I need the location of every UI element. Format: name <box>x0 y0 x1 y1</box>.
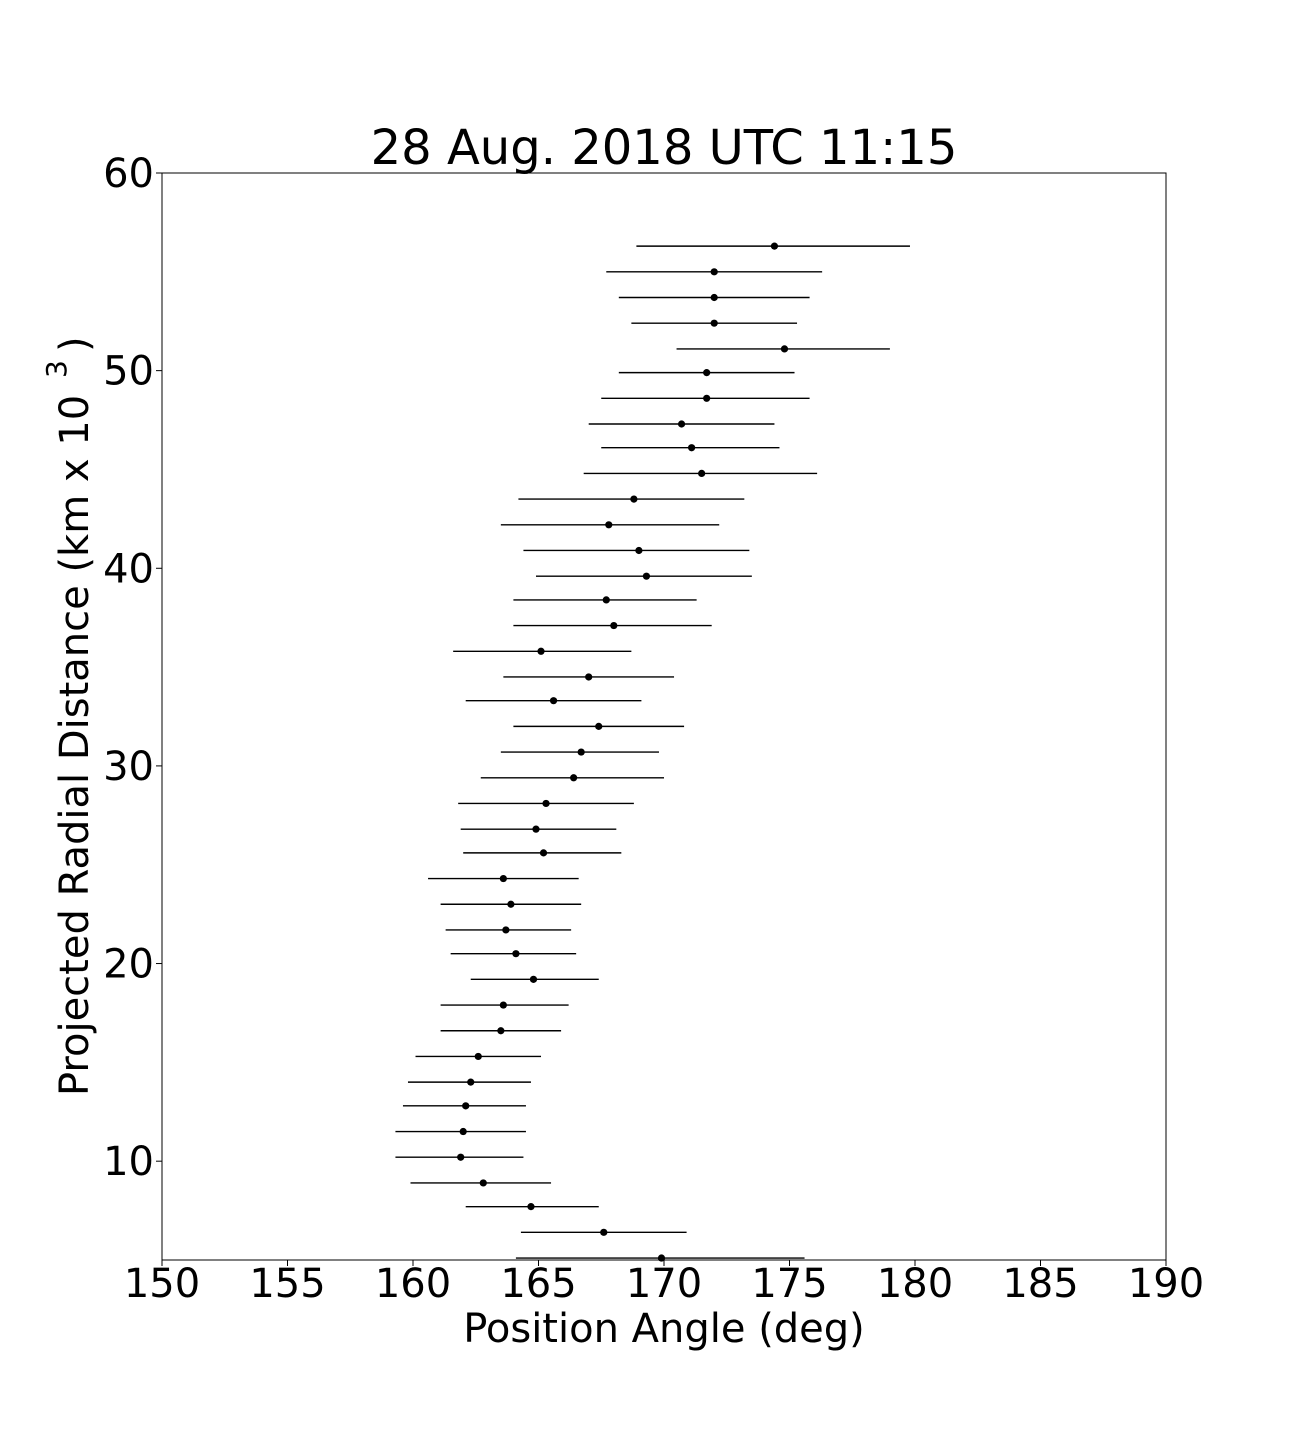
data-point <box>630 495 638 503</box>
data-point <box>479 1179 487 1187</box>
x-tick-label: 165 <box>500 1261 576 1307</box>
x-tick-label: 190 <box>1128 1261 1204 1307</box>
x-tick-label: 150 <box>124 1261 200 1307</box>
data-point <box>703 369 711 377</box>
data-point <box>499 1001 507 1009</box>
y-axis-ticks: 10 20 30 40 50 60 <box>103 151 162 1185</box>
plot-data-layer <box>395 242 910 1262</box>
data-point <box>570 774 578 782</box>
data-point <box>710 319 718 327</box>
y-axis-label-group: Projected Radial Distance (km x 10 3 ) <box>40 336 98 1096</box>
data-point <box>527 1203 535 1211</box>
data-point <box>467 1078 475 1086</box>
data-point <box>710 293 718 302</box>
x-tick-label: 155 <box>249 1261 325 1307</box>
data-point <box>537 647 545 655</box>
data-point <box>507 900 515 908</box>
data-point <box>770 242 779 250</box>
data-point <box>585 673 593 681</box>
data-point <box>532 825 540 833</box>
data-point <box>549 697 558 705</box>
y-axis-label-close: ) <box>52 336 98 352</box>
x-tick-label: 180 <box>877 1261 953 1307</box>
x-tick-label: 175 <box>751 1261 827 1307</box>
data-point <box>688 444 696 452</box>
data-point <box>542 799 550 808</box>
data-point <box>529 975 538 983</box>
x-axis-ticks: 150 155 160 165 170 175 180 185 190 <box>124 1260 1204 1307</box>
data-point <box>502 926 510 934</box>
x-axis-label: Position Angle (deg) <box>463 1306 865 1352</box>
y-tick-label: 40 <box>103 546 154 592</box>
data-point <box>474 1052 482 1061</box>
y-tick-label: 50 <box>103 349 154 395</box>
data-point <box>539 849 548 857</box>
y-tick-label: 10 <box>103 1139 154 1185</box>
data-point <box>605 521 613 529</box>
data-point <box>595 722 603 730</box>
data-point <box>635 546 643 555</box>
data-point <box>602 596 610 604</box>
data-point <box>457 1153 465 1161</box>
x-tick-label: 170 <box>626 1261 702 1307</box>
chart-title: 28 Aug. 2018 UTC 11:15 <box>371 120 958 176</box>
y-tick-label: 30 <box>103 744 154 790</box>
data-point <box>642 572 651 580</box>
y-axis-label-exponent: 3 <box>40 360 73 378</box>
data-point <box>610 621 618 630</box>
data-point <box>497 1027 505 1035</box>
data-point <box>512 950 520 958</box>
plot-frame <box>161 172 1167 1261</box>
y-tick-label: 60 <box>103 151 154 197</box>
data-point <box>600 1228 608 1236</box>
data-point <box>677 420 686 428</box>
data-point <box>703 394 711 402</box>
x-tick-label: 160 <box>375 1261 451 1307</box>
x-tick-label: 185 <box>1002 1261 1078 1307</box>
data-point <box>462 1102 470 1110</box>
data-point <box>698 469 706 478</box>
data-point <box>459 1127 467 1136</box>
data-point <box>780 345 789 353</box>
data-point <box>499 874 507 883</box>
y-axis-label: Projected Radial Distance (km x 10 <box>52 395 98 1096</box>
data-point <box>710 268 718 276</box>
y-tick-label: 20 <box>103 942 154 988</box>
data-point <box>577 748 585 756</box>
